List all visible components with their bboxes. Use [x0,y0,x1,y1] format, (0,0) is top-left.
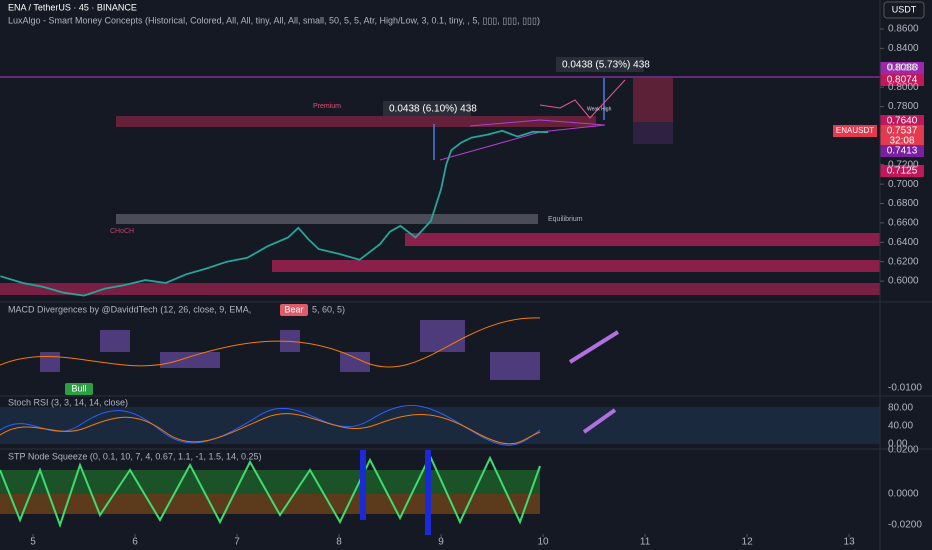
y-tick-label: 0.8400 [888,43,919,54]
price-tag [880,115,924,127]
target-zone [633,78,673,122]
y-tick-label: 80.00 [888,403,913,414]
price-tag-text: 0.7640 [887,116,918,127]
measure-box [383,101,471,116]
indicator-title: LuxAlgo - Smart Money Concepts (Historic… [8,15,540,25]
y-tick-label: 0.6600 [888,218,919,229]
y-tick-label: 0.7200 [888,159,919,170]
x-tick-label: 6 [132,537,138,548]
equilibrium-label: Equilibrium [548,216,583,223]
squeeze-area [0,470,540,494]
y-tick-label: 0.8200 [888,62,919,73]
price-tag [880,165,924,177]
equilibrium-zone [116,214,538,224]
symbol-title: ENA / TetherUS · 45 · BINANCE [8,2,137,12]
premium-label: Premium [313,103,341,110]
measure-box [556,57,644,72]
bear-label: Bear [284,304,303,314]
last-price: 0.7537 [887,126,918,137]
x-tick-label: 8 [336,537,342,548]
pane-label: STP Node Squeeze (0, 0.1, 10, 7, 4, 0.67… [8,451,262,461]
stoch-k [0,405,541,446]
y-tick-label: 0.6400 [888,237,919,248]
price-tag-text: 0.8074 [887,75,918,86]
price-tag [880,125,924,147]
arrow [568,330,620,364]
choch-label: CHoCH [110,228,134,235]
projection [539,79,626,119]
countdown: 32:08 [889,136,914,147]
demand-zone [272,260,880,272]
y-tick-label: 0.8000 [888,82,919,93]
demand-zone [0,283,880,295]
y-tick-label: 0.00 [888,439,908,450]
x-tick-label: 7 [234,537,240,548]
squeeze-bar [425,450,431,535]
x-tick-label: 5 [30,537,36,548]
y-tick-label: 0.0000 [888,489,919,500]
macd-histogram [0,320,540,380]
price-line [0,129,549,297]
y-tick-label: 0.0200 [888,445,919,456]
y-tick-label: -0.0100 [888,383,922,394]
ticker-tag [833,125,877,137]
price-tag-text: 0.7413 [887,146,918,157]
y-tick-label: 0.6800 [888,198,919,209]
ticker: ENAUSDT [836,126,874,135]
y-tick-label: 0.6200 [888,256,919,267]
bull-label: Bull [71,383,86,393]
y-tick-label: 0.8600 [888,24,919,35]
x-tick-label: 10 [538,537,550,548]
price-tag [880,145,924,157]
premium-zone [116,116,596,127]
x-tick-label: 13 [844,537,856,548]
x-tick-label: 12 [742,537,754,548]
macd-signal [0,317,541,368]
squeeze-bar [360,450,366,520]
y-tick-label: 0.6000 [888,276,919,287]
currency[interactable]: USDT [892,4,917,14]
pane-label: Stoch RSI (3, 3, 14, 14, close) [8,397,128,407]
bear-badge [280,304,308,316]
squeeze-line [0,453,541,529]
price-tag [880,62,924,74]
price-tag-text: 0.7125 [887,166,918,177]
triangle [439,119,606,161]
stoch-d [0,413,541,445]
price-tag-text: 0.8088 [887,63,918,74]
measure-label: 0.0438 (6.10%) 438 [389,104,477,115]
y-tick-label: 40.00 [888,421,913,432]
currency-button[interactable] [883,1,925,19]
x-tick-label: 9 [438,537,444,548]
y-tick-label: 0.7800 [888,101,919,112]
pane-label: MACD Divergences by @DaviddTech (12, 26,… [8,304,251,314]
pane-label-end: 5, 60, 5) [312,304,345,314]
bull-badge [65,383,93,395]
y-tick-label: 0.7000 [888,179,919,190]
y-tick-label: -0.0200 [888,520,922,531]
price-tag [880,74,924,86]
x-tick-label: 11 [640,537,651,548]
weak-high-label: Weak High [587,106,612,112]
stop-zone [633,122,673,144]
demand-zone [405,233,880,246]
arrow [582,408,617,434]
measure-label: 0.0438 (5.73%) 438 [562,60,650,71]
